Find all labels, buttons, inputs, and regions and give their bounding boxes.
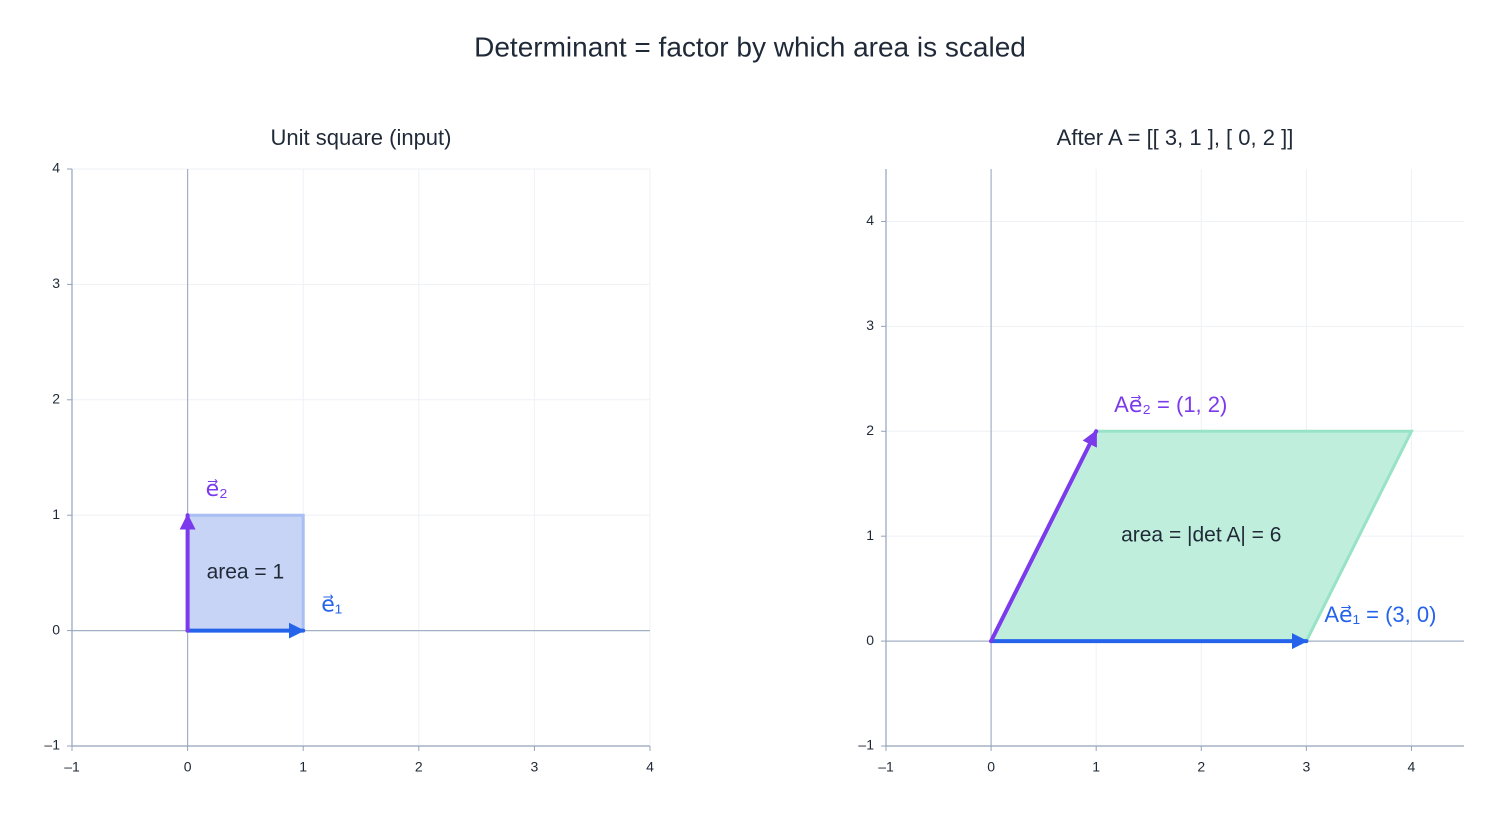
vector-label: Ae⃗₂ = (1, 2): [1114, 392, 1227, 417]
x-tick-label: 2: [1197, 759, 1205, 775]
y-tick-label: 2: [52, 391, 60, 407]
x-tick-label: 1: [299, 759, 307, 775]
area-label: area = 1: [207, 560, 285, 583]
x-tick-label: –1: [878, 759, 894, 775]
figure-title: Determinant = factor by which area is sc…: [474, 31, 1026, 62]
y-tick-label: 0: [52, 621, 60, 637]
vector-label: e⃗₁: [321, 591, 342, 616]
x-tick-label: 3: [531, 759, 539, 775]
area-label: area = |det A| = 6: [1121, 524, 1281, 547]
x-tick-label: 4: [1408, 759, 1416, 775]
y-tick-label: 1: [866, 527, 874, 543]
x-tick-label: –1: [64, 759, 80, 775]
y-tick-label: 4: [866, 212, 874, 228]
y-tick-label: 1: [52, 506, 60, 522]
y-tick-label: 4: [52, 160, 60, 176]
x-tick-label: 1: [1092, 759, 1100, 775]
x-tick-label: 4: [646, 759, 654, 775]
y-tick-label: –1: [44, 737, 60, 753]
y-tick-label: 2: [866, 422, 874, 438]
x-tick-label: 2: [415, 759, 423, 775]
y-tick-label: 3: [52, 275, 60, 291]
chart-title: Unit square (input): [271, 125, 452, 150]
x-tick-label: 3: [1302, 759, 1310, 775]
vector-label: Ae⃗₁ = (3, 0): [1324, 602, 1436, 627]
vector-label: e⃗₂: [206, 476, 228, 501]
y-tick-label: –1: [858, 737, 874, 753]
chart-title: After A = [[ 3, 1 ], [ 0, 2 ]]: [1057, 125, 1294, 150]
y-tick-label: 3: [866, 317, 874, 333]
x-tick-label: 0: [184, 759, 192, 775]
y-tick-label: 0: [866, 632, 874, 648]
vector-arrow: [989, 429, 1099, 644]
x-tick-label: 0: [987, 759, 995, 775]
